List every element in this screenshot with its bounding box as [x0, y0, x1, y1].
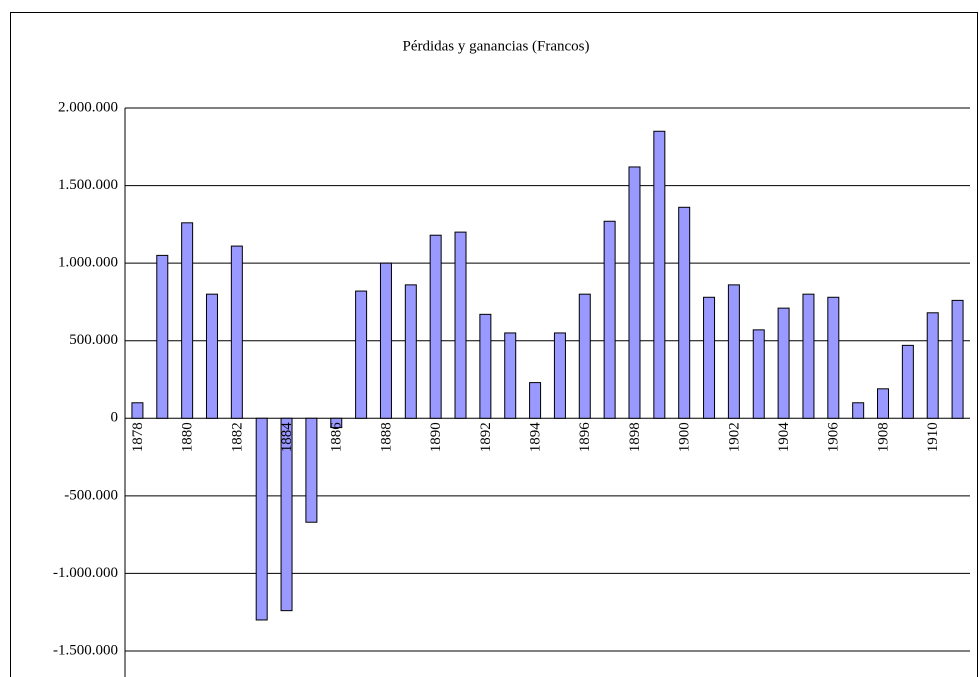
bar [330, 417, 343, 429]
x-tick-label: 1886 [329, 422, 345, 453]
bar [877, 388, 890, 419]
y-tick-label: 500.000 [69, 332, 118, 348]
bar [305, 417, 318, 523]
bar [429, 234, 442, 419]
bar [926, 312, 939, 419]
x-tick-label: 1902 [726, 422, 742, 452]
bar [404, 284, 417, 419]
x-tick-label: 1908 [875, 422, 891, 452]
y-tick-label: -500.000 [64, 487, 118, 503]
y-tick-label: -1.500.000 [53, 642, 118, 658]
bar [255, 417, 268, 621]
bar [827, 296, 840, 419]
x-tick-label: 1898 [627, 422, 643, 452]
chart-border [10, 12, 978, 677]
bar [205, 293, 218, 419]
bar [852, 402, 865, 419]
bar [553, 332, 566, 419]
x-tick-label: 1888 [378, 422, 394, 452]
y-tick-label: 1.500.000 [58, 177, 118, 193]
bar [280, 417, 293, 612]
x-tick-label: 1896 [577, 422, 593, 453]
bar [379, 262, 392, 419]
x-tick-label: 1890 [428, 422, 444, 452]
x-tick-label: 1904 [776, 422, 792, 453]
bar [479, 313, 492, 419]
bar [230, 245, 243, 419]
bar [628, 166, 641, 419]
x-tick-label: 1900 [677, 422, 693, 452]
bar [504, 332, 517, 419]
bar [578, 293, 591, 419]
bar [727, 284, 740, 419]
bar [802, 293, 815, 419]
x-tick-label: 1892 [478, 422, 494, 452]
x-tick-label: 1878 [130, 422, 146, 452]
y-tick-label: 1.000.000 [58, 255, 118, 271]
x-tick-label: 1910 [925, 422, 941, 452]
x-tick-label: 1880 [180, 422, 196, 452]
x-tick-label: 1884 [279, 422, 295, 453]
bar [131, 402, 144, 419]
bar [951, 299, 964, 419]
y-tick-label: -1.000.000 [53, 565, 118, 581]
bar [529, 382, 542, 419]
bar [777, 307, 790, 419]
bar [653, 130, 666, 419]
bar [703, 296, 716, 419]
bar [355, 290, 368, 419]
bar [181, 222, 194, 419]
bar [603, 220, 616, 419]
bar [454, 231, 467, 419]
bar [901, 344, 914, 419]
x-tick-label: 1894 [528, 422, 544, 453]
y-tick-label: 0 [111, 410, 119, 426]
bar [752, 329, 765, 419]
y-tick-label: 2.000.000 [58, 99, 118, 115]
bar [678, 206, 691, 419]
x-tick-label: 1882 [229, 422, 245, 452]
bar [156, 254, 169, 419]
chart-title: Pérdidas y ganancias (Francos) [402, 38, 589, 54]
x-tick-label: 1906 [826, 422, 842, 453]
